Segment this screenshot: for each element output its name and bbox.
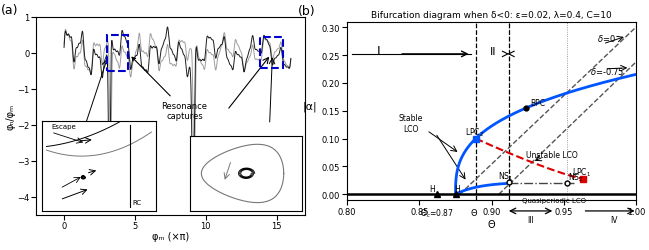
Text: Resonance
captures: Resonance captures [132,58,208,120]
Bar [106,36,128,72]
X-axis label: Θ: Θ [488,219,495,229]
Text: II: II [490,47,496,57]
Text: $\Theta_c$=0.87: $\Theta_c$=0.87 [420,207,454,219]
Text: LPC$_1$: LPC$_1$ [572,166,591,178]
Text: NS$_2$: NS$_2$ [568,170,583,183]
Text: $\delta$=-0.75: $\delta$=-0.75 [590,66,624,77]
Text: Quasiperiodic LCO: Quasiperiodic LCO [522,197,585,203]
Bar [260,38,283,68]
Text: IV: IV [611,216,618,224]
Legend: $\phi_{36}$, $\phi_{46}$: $\phi_{36}$, $\phi_{46}$ [258,172,298,209]
Text: H: H [454,184,460,193]
Text: (a): (a) [1,4,18,16]
Text: I: I [377,45,381,58]
Text: LPC$_2$: LPC$_2$ [465,126,484,138]
Text: $\Theta$: $\Theta$ [471,207,478,218]
Text: Unstable LCO: Unstable LCO [526,150,578,159]
Text: $\delta$=0: $\delta$=0 [597,33,616,44]
Text: NS$_1$: NS$_1$ [498,170,514,182]
Text: Escape: Escape [51,124,76,130]
Y-axis label: φₙ/φₘ: φₙ/φₘ [6,103,16,129]
Text: III: III [527,216,534,224]
Y-axis label: |α|: |α| [302,101,317,111]
Text: RC: RC [132,199,141,205]
Text: Stable
LCO: Stable LCO [398,114,423,133]
Title: Bifurcation diagram when δ<0: ε=0.02, λ=0.4, C=10: Bifurcation diagram when δ<0: ε=0.02, λ=… [371,12,612,20]
Text: BPC: BPC [531,99,546,108]
Text: H: H [430,184,435,193]
Text: (b): (b) [298,6,316,18]
X-axis label: φₘ (×π): φₘ (×π) [152,232,189,241]
